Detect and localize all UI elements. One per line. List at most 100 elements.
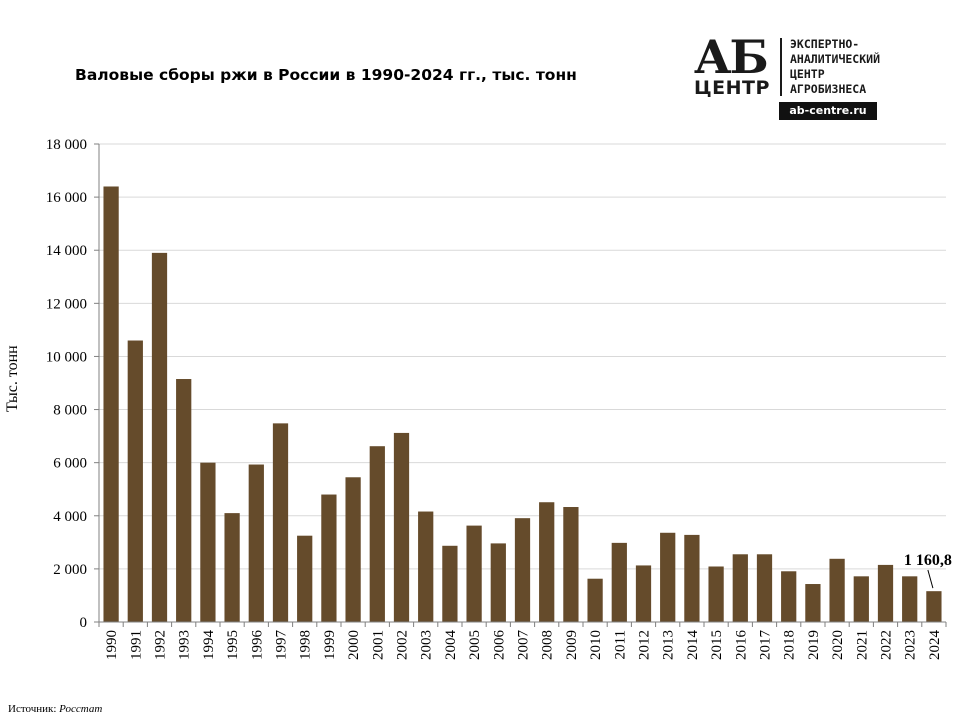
y-tick-label: 16 000 bbox=[46, 190, 87, 206]
bar-1990 bbox=[103, 186, 119, 622]
y-tick-label: 18 000 bbox=[46, 137, 87, 153]
x-tick-label: 2013 bbox=[661, 630, 677, 660]
logo-divider bbox=[780, 38, 782, 96]
bar-2011 bbox=[611, 542, 627, 622]
bar-2015 bbox=[708, 566, 724, 622]
y-tick-label: 12 000 bbox=[46, 296, 87, 312]
y-tick-label: 0 bbox=[80, 615, 88, 631]
x-tick-label: 2014 bbox=[685, 630, 701, 661]
source-name: Росстат bbox=[59, 703, 103, 715]
bar-2003 bbox=[418, 511, 434, 622]
x-tick-label: 2016 bbox=[733, 630, 749, 661]
x-tick-label: 2003 bbox=[419, 630, 435, 660]
x-tick-label: 2009 bbox=[564, 630, 580, 660]
annotation-label: 1 160,8 bbox=[904, 552, 952, 569]
x-tick-label: 1996 bbox=[249, 630, 265, 661]
bar-2022 bbox=[877, 564, 894, 622]
x-tick-label: 2010 bbox=[588, 630, 604, 660]
bar-2019 bbox=[805, 584, 821, 622]
bar-1997 bbox=[272, 423, 289, 622]
bar-2009 bbox=[563, 507, 579, 622]
x-tick-label: 1990 bbox=[104, 630, 120, 660]
bar-1998 bbox=[297, 535, 313, 622]
bars bbox=[103, 186, 942, 622]
bar-2000 bbox=[345, 477, 361, 622]
bar-2023 bbox=[902, 576, 918, 622]
y-tick-label: 4 000 bbox=[53, 509, 87, 525]
x-tick-label: 2023 bbox=[903, 630, 919, 660]
bar-1996 bbox=[248, 464, 264, 622]
bar-2017 bbox=[756, 554, 773, 622]
y-tick-label: 14 000 bbox=[46, 243, 87, 259]
bar-2001 bbox=[369, 446, 385, 622]
annotation-leader-line bbox=[927, 569, 934, 589]
x-tick-label: 2002 bbox=[395, 630, 411, 660]
ab-centre-logo: АБ ЦЕНТР ЭКСПЕРТНО- АНАЛИТИЧЕСКИЙ ЦЕНТР … bbox=[692, 30, 932, 122]
source-note: Источник: Росстат bbox=[8, 703, 102, 715]
x-tick-label: 2019 bbox=[806, 630, 822, 660]
x-tick-labels: 1990 1991 1992 1993 1994 1995 1996 1997 1998 1999… bbox=[98, 622, 947, 661]
bar-2016 bbox=[732, 554, 748, 622]
logo-caption-line: АГРОБИЗНЕСА bbox=[790, 82, 867, 96]
logo-caption-line: ЭКСПЕРТНО- bbox=[790, 37, 860, 51]
x-tick-label: 2015 bbox=[709, 630, 725, 660]
bar-1994 bbox=[200, 462, 216, 622]
logo-caption-line: АНАЛИТИЧЕСКИЙ bbox=[790, 52, 881, 66]
gridlines bbox=[99, 143, 946, 570]
bar-2012 bbox=[635, 565, 652, 622]
y-tick-label: 8 000 bbox=[53, 403, 87, 419]
bar-2007 bbox=[514, 518, 531, 622]
x-tick-label: 2000 bbox=[346, 630, 362, 660]
source-prefix: Источник: bbox=[8, 703, 60, 715]
y-tick-label: 10 000 bbox=[46, 349, 87, 365]
bar-2002 bbox=[393, 432, 410, 622]
logo-caption: ЭКСПЕРТНО- АНАЛИТИЧЕСКИЙ ЦЕНТР АГРОБИЗНЕ… bbox=[790, 37, 880, 97]
x-tick-label: 1991 bbox=[128, 630, 144, 660]
y-tick-labels: 0 2 000 4 000 6 000 8 000 10 000 12 000 14 000 1… bbox=[46, 137, 99, 631]
bar-2008 bbox=[539, 502, 555, 622]
y-tick-label: 2 000 bbox=[53, 562, 87, 578]
x-tick-label: 2021 bbox=[854, 630, 870, 660]
x-tick-label: 2006 bbox=[491, 630, 507, 661]
x-tick-label: 2012 bbox=[637, 630, 653, 660]
bar-1999 bbox=[321, 494, 337, 622]
bar-2004 bbox=[442, 545, 458, 622]
bar-2010 bbox=[587, 578, 603, 622]
x-tick-label: 2017 bbox=[758, 630, 774, 661]
x-tick-label: 1995 bbox=[225, 630, 241, 660]
x-tick-label: 1992 bbox=[153, 630, 169, 660]
bar-2006 bbox=[490, 543, 506, 622]
y-tick-label: 6 000 bbox=[53, 456, 87, 472]
x-tick-label: 1997 bbox=[274, 630, 290, 661]
bar-2018 bbox=[781, 571, 797, 622]
bar-1995 bbox=[224, 513, 240, 622]
annotation: 1 160,8 bbox=[904, 552, 952, 589]
x-tick-label: 2024 bbox=[927, 630, 943, 661]
x-tick-label: 2008 bbox=[540, 630, 556, 660]
x-tick-label: 2011 bbox=[612, 630, 628, 659]
logo-centr-text: ЦЕНТР bbox=[694, 77, 770, 99]
bar-2021 bbox=[853, 576, 869, 622]
x-tick-label: 2018 bbox=[782, 630, 798, 660]
bar-1993 bbox=[176, 379, 192, 622]
logo-ab-text: АБ bbox=[694, 30, 769, 84]
x-tick-label: 1993 bbox=[177, 630, 193, 660]
x-tick-label: 2004 bbox=[443, 630, 459, 661]
bar-2020 bbox=[829, 558, 845, 622]
x-tick-label: 2001 bbox=[370, 630, 386, 660]
bar-2014 bbox=[684, 534, 700, 622]
bar-2005 bbox=[466, 525, 482, 622]
logo-mark: АБ ЦЕНТР bbox=[692, 30, 776, 100]
bar-1992 bbox=[151, 252, 168, 622]
logo-url: ab-centre.ru bbox=[779, 102, 877, 120]
chart-title: Валовые сборы ржи в России в 1990-2024 г… bbox=[75, 66, 577, 84]
bar-1991 bbox=[127, 340, 143, 622]
x-tick-label: 1994 bbox=[201, 630, 217, 661]
x-tick-label: 1999 bbox=[322, 630, 338, 660]
x-tick-label: 2020 bbox=[830, 630, 846, 660]
axes bbox=[98, 144, 946, 623]
x-tick-label: 2022 bbox=[879, 630, 895, 660]
x-tick-label: 1998 bbox=[298, 630, 314, 660]
bar-2013 bbox=[660, 532, 676, 622]
